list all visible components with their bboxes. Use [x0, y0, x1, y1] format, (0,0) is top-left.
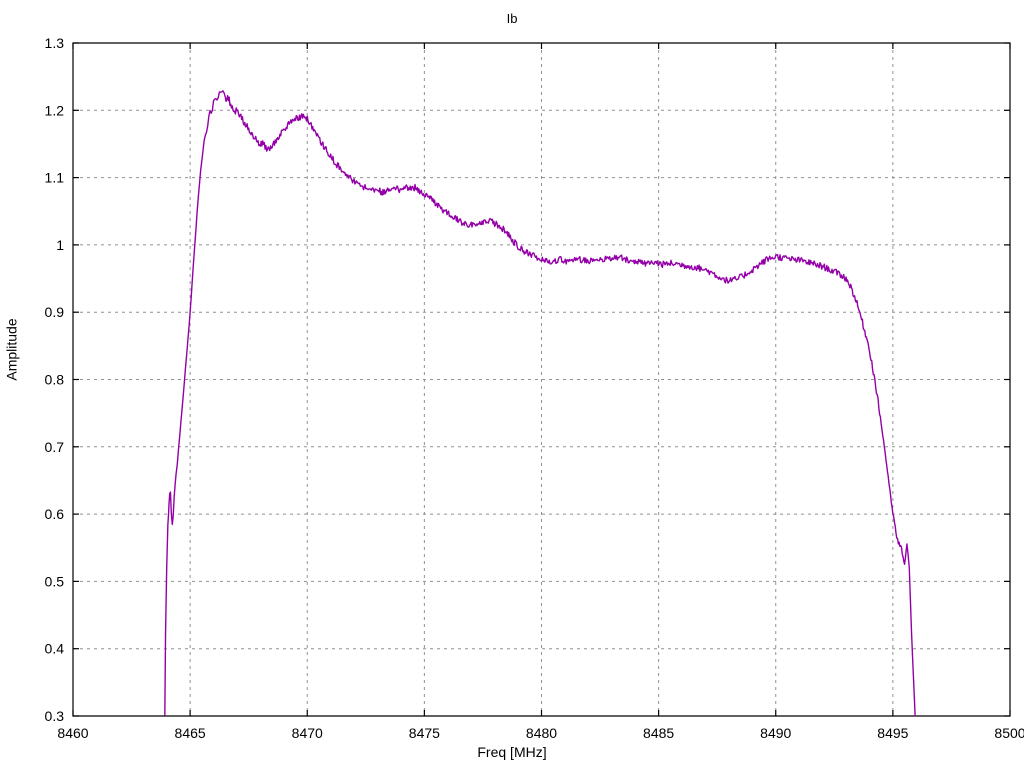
y-tick-label: 0.7 [45, 439, 65, 455]
x-tick-label: 8460 [57, 725, 88, 741]
y-axis-label: Amplitude [3, 318, 20, 381]
x-tick-label: 8490 [760, 725, 791, 741]
y-tick-label: 0.3 [45, 708, 65, 724]
y-tick-label: 1.1 [45, 170, 65, 186]
y-tick-label: 0.4 [45, 641, 65, 657]
x-axis-tick-labels: 8460 8465 8470 8475 8480 8485 8490 8495 8500 [57, 725, 1024, 741]
x-tick-label: 8480 [526, 725, 557, 741]
data-series-line [164, 90, 916, 717]
x-tick-label: 8500 [994, 725, 1024, 741]
y-tick-label: 0.8 [45, 372, 65, 388]
x-tick-label: 8495 [877, 725, 908, 741]
x-gridlines [189, 43, 894, 716]
y-tick-label: 0.5 [45, 573, 65, 589]
y-axis-tick-labels: 0.3 0.4 0.5 0.6 0.7 0.8 0.9 1 1.1 1.2 1.3 [45, 35, 65, 724]
y-gridlines [73, 109, 1010, 650]
x-tick-label: 8465 [175, 725, 206, 741]
y-tick-label: 1 [56, 237, 64, 253]
y-tick-label: 1.2 [45, 102, 65, 118]
x-axis-label: Freq [MHz] [477, 744, 547, 760]
plot-frame [72, 42, 1011, 717]
y-tick-label: 0.9 [45, 304, 65, 320]
x-tick-label: 8475 [409, 725, 440, 741]
x-tick-label: 8485 [643, 725, 674, 741]
x-tick-label: 8470 [292, 725, 323, 741]
chart-title: Ib [506, 11, 518, 26]
y-tick-label: 1.3 [45, 35, 65, 51]
y-tick-label: 0.6 [45, 506, 65, 522]
